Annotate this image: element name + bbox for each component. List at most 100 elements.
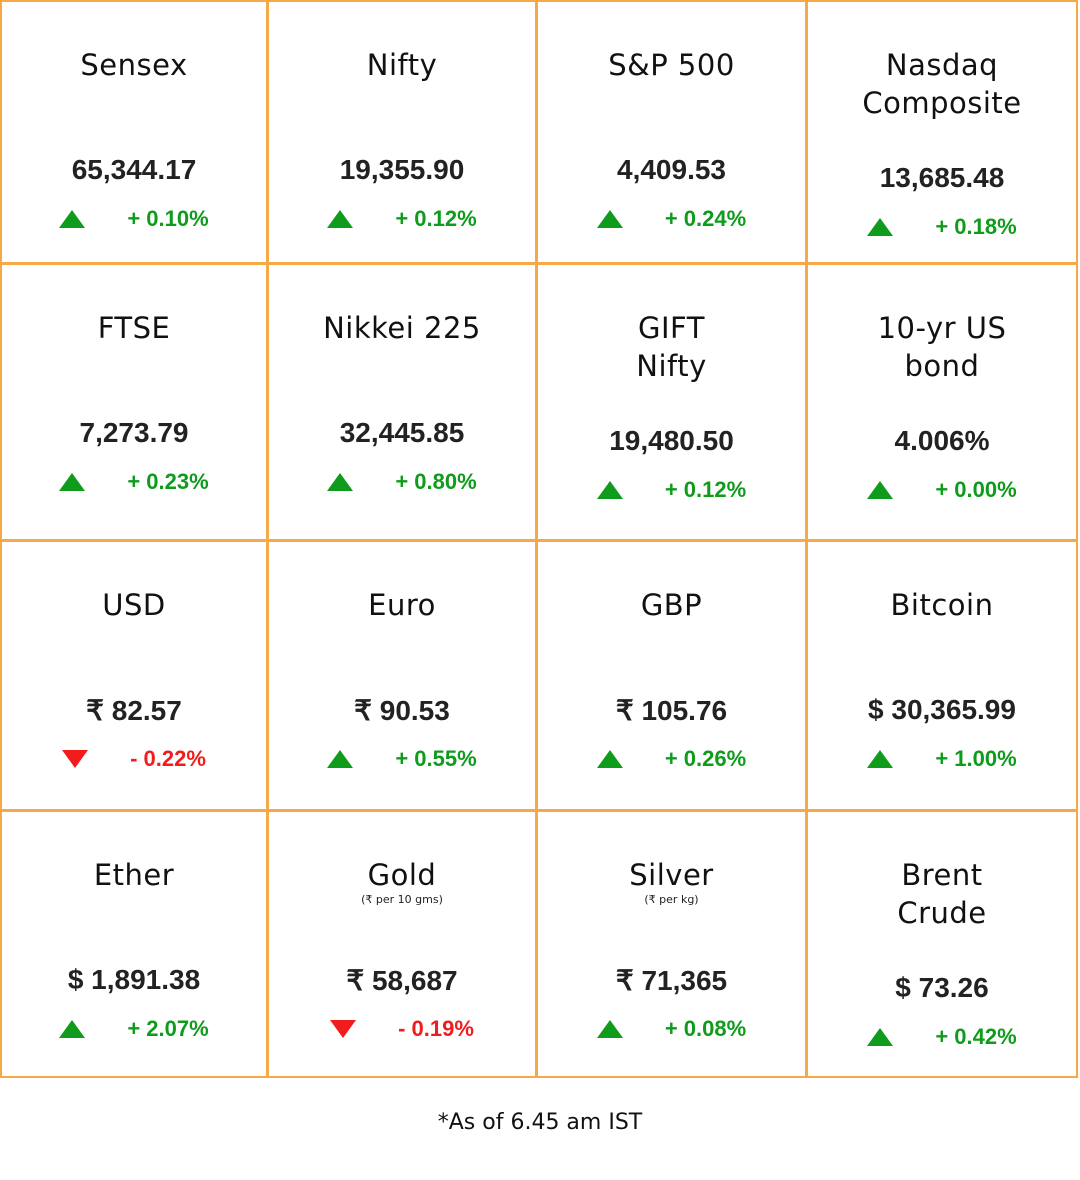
- market-change-text: + 0.10%: [127, 206, 209, 231]
- market-title: Sensex: [2, 46, 266, 84]
- market-change: + 0.00%: [808, 477, 1076, 503]
- market-change-text: + 0.80%: [395, 469, 477, 494]
- market-value: ₹ 90.53: [354, 695, 450, 726]
- market-title: FTSE: [2, 309, 266, 347]
- market-title: Euro: [269, 586, 535, 624]
- market-title: USD: [2, 586, 266, 624]
- market-change: + 2.07%: [2, 1016, 266, 1042]
- market-cell: Sensex 65,344.17 + 0.10%: [2, 2, 269, 265]
- market-value: ₹ 82.57: [86, 695, 182, 726]
- market-cell: Nikkei 225 32,445.85 + 0.80%: [269, 265, 538, 542]
- market-title-text: FTSE: [97, 311, 171, 345]
- footer-note: *As of 6.45 am IST: [437, 1110, 643, 1135]
- market-title: 10-yr US bond: [808, 309, 1076, 385]
- market-cell: Nifty 19,355.90 + 0.12%: [269, 2, 538, 265]
- market-change: + 0.08%: [538, 1016, 805, 1042]
- market-change: + 0.55%: [269, 746, 535, 772]
- market-cell: Brent Crude $ 73.26 + 0.42%: [808, 812, 1076, 1076]
- market-cell: GBP ₹ 105.76 + 0.26%: [538, 542, 808, 812]
- market-title-text: Bitcoin: [890, 588, 994, 622]
- market-title: GIFT Nifty: [538, 309, 805, 385]
- market-title-text: Nifty: [366, 48, 438, 82]
- triangle-up-icon: [867, 481, 894, 499]
- market-title: Ether: [2, 856, 266, 894]
- market-change-text: + 0.42%: [935, 1024, 1017, 1049]
- triangle-up-icon: [596, 481, 623, 499]
- market-change-text: + 0.12%: [664, 477, 747, 502]
- market-change: + 1.00%: [808, 746, 1076, 772]
- market-cell: Ether $ 1,891.38 + 2.07%: [2, 812, 269, 1076]
- triangle-up-icon: [59, 1020, 86, 1038]
- market-change-text: + 1.00%: [935, 746, 1017, 771]
- market-title: S&P 500: [538, 46, 805, 84]
- triangle-up-icon: [596, 1020, 623, 1038]
- market-change: + 0.12%: [269, 206, 535, 232]
- triangle-up-icon: [867, 750, 894, 768]
- market-title-text: USD: [102, 588, 166, 622]
- market-change: + 0.26%: [538, 746, 805, 772]
- market-value: 7,273.79: [79, 417, 189, 448]
- market-title-text: Nasdaq Composite: [862, 48, 1022, 120]
- market-value: 65,344.17: [71, 154, 197, 185]
- market-change-text: + 0.12%: [395, 206, 477, 231]
- market-title: Nasdaq Composite: [808, 46, 1076, 122]
- market-value: 13,685.48: [879, 162, 1005, 193]
- market-title: Bitcoin: [808, 586, 1076, 624]
- market-change-text: + 0.18%: [935, 214, 1017, 239]
- market-change-text: + 0.24%: [664, 206, 747, 231]
- market-value: 4.006%: [894, 425, 990, 456]
- market-unit: (₹ per kg): [644, 893, 699, 906]
- market-value: 32,445.85: [339, 417, 465, 448]
- market-title-text: Ether: [93, 858, 175, 892]
- market-change: - 0.22%: [2, 746, 266, 772]
- market-title-text: Brent Crude: [897, 858, 987, 930]
- triangle-up-icon: [59, 473, 86, 491]
- market-cell: S&P 500 4,409.53 + 0.24%: [538, 2, 808, 265]
- market-cell: Nasdaq Composite 13,685.48 + 0.18%: [808, 2, 1076, 265]
- market-change-text: + 0.00%: [935, 477, 1017, 502]
- market-change-text: + 0.26%: [664, 746, 747, 771]
- market-title-text: GIFT Nifty: [636, 311, 707, 383]
- market-change-text: + 0.08%: [664, 1016, 747, 1041]
- market-change-text: + 0.55%: [395, 746, 477, 771]
- triangle-down-icon: [330, 1020, 357, 1038]
- market-value: $ 73.26: [895, 972, 989, 1003]
- market-cell: Euro ₹ 90.53 + 0.55%: [269, 542, 538, 812]
- market-cell: Bitcoin $ 30,365.99 + 1.00%: [808, 542, 1076, 812]
- market-title: Nifty: [269, 46, 535, 84]
- triangle-up-icon: [596, 750, 623, 768]
- market-title: GBP: [538, 586, 805, 624]
- market-title-text: GBP: [640, 588, 703, 622]
- market-grid: Sensex 65,344.17 + 0.10% Nifty 19,355.90 + 0.…: [0, 0, 1078, 1078]
- market-unit: (₹ per 10 gms): [361, 893, 443, 906]
- market-title: Brent Crude: [808, 856, 1076, 932]
- market-change: + 0.42%: [808, 1024, 1076, 1050]
- triangle-up-icon: [867, 1028, 894, 1046]
- triangle-up-icon: [596, 210, 623, 228]
- market-title: Gold (₹ per 10 gms): [269, 856, 535, 906]
- market-change-text: - 0.22%: [130, 746, 206, 771]
- market-value: ₹ 71,365: [615, 965, 728, 996]
- market-value: $ 30,365.99: [868, 694, 1016, 725]
- market-change: - 0.19%: [269, 1016, 535, 1042]
- market-change: + 0.24%: [538, 206, 805, 232]
- market-value: ₹ 58,687: [346, 965, 458, 996]
- market-cell: Silver (₹ per kg) ₹ 71,365 + 0.08%: [538, 812, 808, 1076]
- market-value: ₹ 105.76: [615, 695, 728, 726]
- market-cell: 10-yr US bond 4.006% + 0.00%: [808, 265, 1076, 542]
- market-title-text: Silver: [629, 858, 714, 892]
- market-change: + 0.12%: [538, 477, 805, 503]
- triangle-up-icon: [59, 210, 86, 228]
- market-title-text: Sensex: [80, 48, 188, 82]
- market-cell: FTSE 7,273.79 + 0.23%: [2, 265, 269, 542]
- triangle-up-icon: [327, 210, 354, 228]
- triangle-up-icon: [327, 750, 354, 768]
- market-change: + 0.18%: [808, 214, 1076, 240]
- market-title-text: S&P 500: [608, 48, 735, 82]
- market-title-text: 10-yr US bond: [877, 311, 1007, 383]
- market-change-text: + 2.07%: [127, 1016, 209, 1041]
- market-change: + 0.10%: [2, 206, 266, 232]
- market-title-text: Nikkei 225: [323, 311, 481, 345]
- market-title-text: Euro: [368, 588, 436, 622]
- market-cell: Gold (₹ per 10 gms) ₹ 58,687 - 0.19%: [269, 812, 538, 1076]
